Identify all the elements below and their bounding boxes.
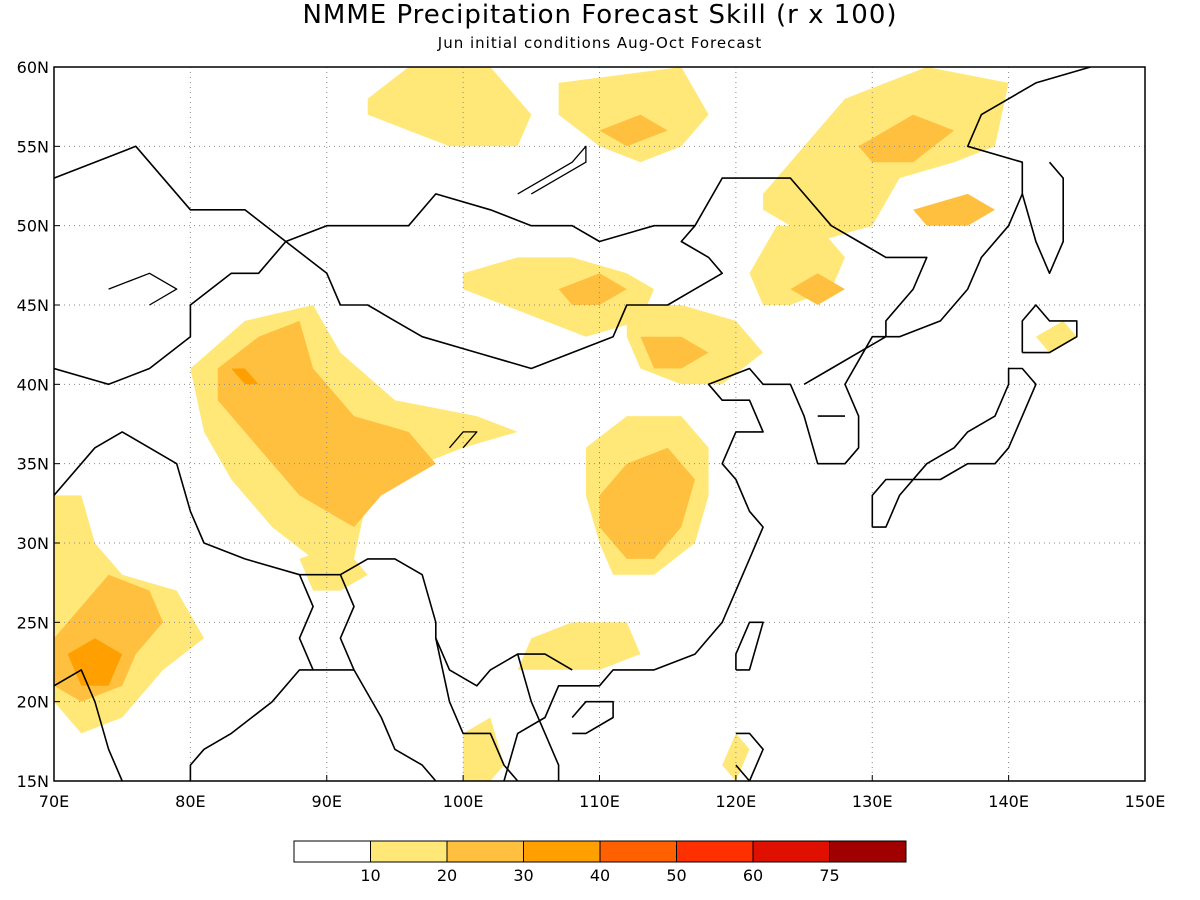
skill-region-0 — [367, 67, 532, 147]
skill-region-20 — [67, 638, 123, 686]
lon-tick-label: 100E — [443, 792, 484, 811]
skill-region-9 — [558, 273, 627, 305]
lake-outline — [517, 145, 587, 195]
lon-tick-label: 140E — [988, 792, 1029, 811]
skill-region-2 — [599, 114, 668, 147]
lon-tick-label: 130E — [852, 792, 893, 811]
skill-region-12 — [1035, 320, 1077, 353]
lat-tick-label: 40N — [17, 375, 49, 394]
skill-region-14 — [217, 320, 436, 528]
skill-region-22 — [517, 622, 641, 670]
skill-region-4 — [858, 114, 955, 163]
legend-label: 40 — [590, 866, 610, 885]
coastline — [503, 67, 1091, 781]
coastline — [735, 732, 764, 781]
coastline — [571, 700, 614, 735]
colorbar-legend: 10 20 30 40 50 60 75 — [293, 840, 907, 885]
lat-tick-label: 30N — [17, 534, 49, 553]
legend-swatch — [446, 840, 524, 863]
lon-tick-label: 70E — [39, 792, 69, 811]
coastline — [54, 669, 123, 781]
legend-label: 60 — [743, 866, 763, 885]
legend-swatch — [370, 840, 448, 863]
lat-tick-label: 15N — [17, 772, 49, 791]
legend-swatch — [829, 840, 907, 863]
map-subtitle: Jun initial conditions Aug-Oct Forecast — [437, 34, 763, 52]
country-border — [54, 431, 573, 687]
country-border — [298, 574, 314, 671]
skill-region-15 — [231, 368, 259, 385]
lat-tick-label: 20N — [17, 693, 49, 712]
lon-tick-label: 80E — [175, 792, 205, 811]
legend-label: 50 — [666, 866, 686, 885]
lon-tick-label: 90E — [312, 792, 342, 811]
lat-tick-label: 55N — [17, 137, 49, 156]
skill-region-8 — [463, 257, 655, 337]
legend-swatch — [676, 840, 754, 863]
skill-region-11 — [640, 336, 709, 369]
legend-swatch — [293, 840, 371, 863]
axis-labels-layer: 70E 80E 90E 100E 110E 120E 130E 140E 150E 15N 20N 2… — [17, 58, 1166, 811]
coastline — [735, 621, 764, 671]
lat-tick-label: 50N — [17, 217, 49, 236]
skill-region-17 — [599, 447, 695, 559]
legend-swatch — [523, 840, 601, 863]
skill-region-1 — [558, 67, 709, 163]
map-title: NMME Precipitation Forecast Skill (r x 1… — [302, 0, 898, 30]
lat-tick-label: 60N — [17, 58, 49, 77]
legend-label: 75 — [819, 866, 839, 885]
skill-region-7 — [790, 273, 845, 305]
legend-label: 10 — [360, 866, 380, 885]
legend-swatch — [599, 840, 677, 863]
lat-tick-label: 35N — [17, 455, 49, 474]
coastline — [871, 367, 1037, 528]
country-border — [54, 177, 928, 386]
country-border — [516, 653, 560, 781]
country-border — [54, 145, 287, 243]
country-border — [285, 225, 724, 370]
skill-regions-layer — [54, 67, 1077, 781]
outline-layer — [54, 67, 1091, 781]
lon-tick-label: 110E — [579, 792, 620, 811]
lake-outline — [449, 431, 478, 449]
country-border — [435, 638, 519, 781]
skill-region-5 — [913, 193, 995, 226]
country-border — [339, 574, 355, 671]
skill-region-21 — [299, 543, 368, 591]
coastline — [1021, 304, 1078, 354]
lon-tick-label: 120E — [716, 792, 757, 811]
legend-label: 30 — [513, 866, 533, 885]
coastline — [189, 669, 437, 781]
lon-tick-label: 150E — [1125, 792, 1166, 811]
lat-tick-label: 25N — [17, 613, 49, 632]
lake-outline — [108, 272, 178, 306]
legend-label: 20 — [437, 866, 457, 885]
legend-swatch — [752, 840, 830, 863]
coastline — [1021, 161, 1064, 275]
lat-tick-label: 45N — [17, 296, 49, 315]
